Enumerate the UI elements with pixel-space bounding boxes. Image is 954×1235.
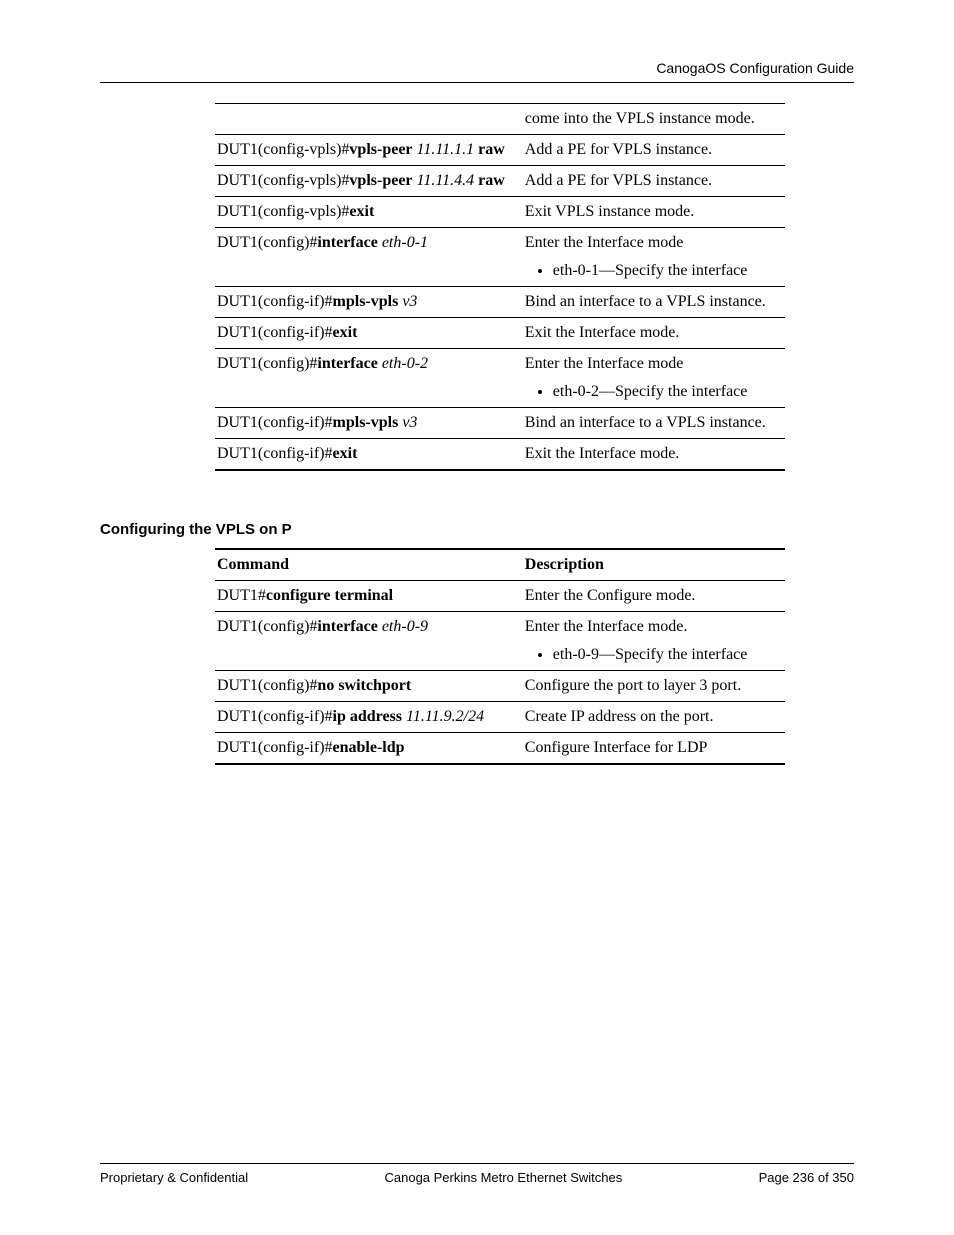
description-cell: Exit the Interface mode. — [523, 439, 785, 471]
description-cell: come into the VPLS instance mode. — [523, 104, 785, 135]
header-rule — [100, 82, 854, 83]
description-cell: Exit the Interface mode. — [523, 318, 785, 349]
description-cell: Bind an interface to a VPLS instance. — [523, 408, 785, 439]
description-cell: Enter the Interface modeeth-0-2—Specify … — [523, 349, 785, 408]
command-cell: DUT1(config-vpls)#vpls-peer 11.11.4.4 ra… — [215, 166, 523, 197]
command-table-1: come into the VPLS instance mode.DUT1(co… — [215, 103, 785, 471]
description-cell: Enter the Interface mode.eth-0-9—Specify… — [523, 612, 785, 671]
description-cell: Enter the Configure mode. — [523, 581, 785, 612]
command-cell: DUT1(config-vpls)#vpls-peer 11.11.1.1 ra… — [215, 135, 523, 166]
command-cell: DUT1(config-if)#mpls-vpls v3 — [215, 287, 523, 318]
command-cell: DUT1(config-if)#enable-ldp — [215, 733, 523, 765]
command-cell: DUT1(config-if)#exit — [215, 318, 523, 349]
command-cell: DUT1(config-if)#ip address 11.11.9.2/24 — [215, 702, 523, 733]
footer-center: Canoga Perkins Metro Ethernet Switches — [384, 1170, 622, 1185]
column-header-command: Command — [215, 549, 523, 581]
description-cell: Create IP address on the port. — [523, 702, 785, 733]
footer-left: Proprietary & Confidential — [100, 1170, 248, 1185]
description-cell: Exit VPLS instance mode. — [523, 197, 785, 228]
command-table-2: CommandDescriptionDUT1#configure termina… — [215, 548, 785, 765]
command-cell: DUT1(config)#no switchport — [215, 671, 523, 702]
command-cell — [215, 104, 523, 135]
command-cell: DUT1(config)#interface eth-0-9 — [215, 612, 523, 671]
page-footer: Proprietary & Confidential Canoga Perkin… — [100, 1163, 854, 1185]
footer-rule — [100, 1163, 854, 1164]
column-header-description: Description — [523, 549, 785, 581]
description-cell: Enter the Interface modeeth-0-1—Specify … — [523, 228, 785, 287]
description-cell: Configure Interface for LDP — [523, 733, 785, 765]
command-cell: DUT1#configure terminal — [215, 581, 523, 612]
command-cell: DUT1(config-if)#mpls-vpls v3 — [215, 408, 523, 439]
page-header: CanogaOS Configuration Guide — [100, 60, 854, 76]
description-cell: Add a PE for VPLS instance. — [523, 166, 785, 197]
description-cell: Add a PE for VPLS instance. — [523, 135, 785, 166]
description-cell: Bind an interface to a VPLS instance. — [523, 287, 785, 318]
section-heading: Configuring the VPLS on P — [100, 521, 854, 538]
command-cell: DUT1(config)#interface eth-0-2 — [215, 349, 523, 408]
command-cell: DUT1(config-vpls)#exit — [215, 197, 523, 228]
command-cell: DUT1(config)#interface eth-0-1 — [215, 228, 523, 287]
command-cell: DUT1(config-if)#exit — [215, 439, 523, 471]
description-cell: Configure the port to layer 3 port. — [523, 671, 785, 702]
footer-right: Page 236 of 350 — [759, 1170, 854, 1185]
